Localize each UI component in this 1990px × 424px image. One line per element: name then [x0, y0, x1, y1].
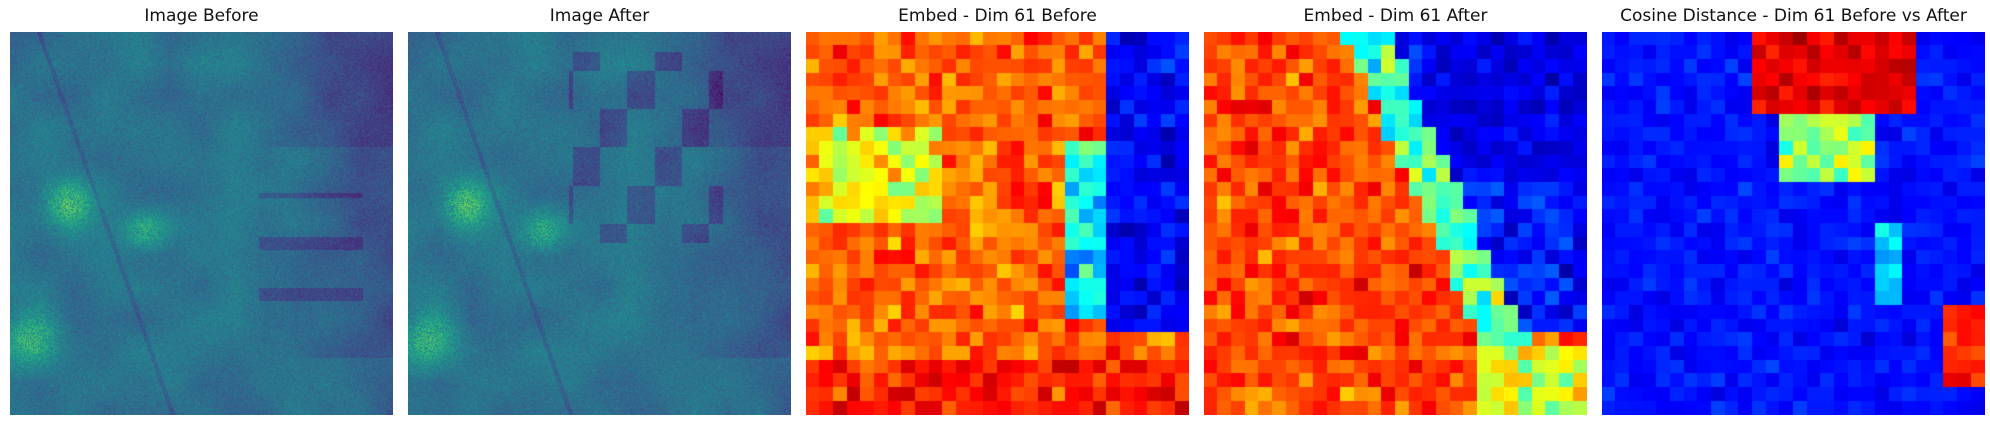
- panel-title-embed-after: Embed - Dim 61 After: [1303, 6, 1488, 26]
- image-before-canvas: [10, 32, 393, 415]
- panel-title-embed-before: Embed - Dim 61 Before: [898, 6, 1097, 26]
- panel-embed-after: Embed - Dim 61 After: [1204, 0, 1587, 424]
- panel-image-before: Image Before: [10, 0, 393, 424]
- panel-title-cosine-distance: Cosine Distance - Dim 61 Before vs After: [1620, 6, 1967, 26]
- image-after-canvas: [408, 32, 791, 415]
- embed-after-heatmap: [1204, 32, 1587, 415]
- cosine-distance-heatmap: [1602, 32, 1985, 415]
- embed-before-heatmap: [806, 32, 1189, 415]
- panel-cosine-distance: Cosine Distance - Dim 61 Before vs After: [1602, 0, 1985, 424]
- panel-title-image-before: Image Before: [144, 6, 259, 26]
- panel-embed-before: Embed - Dim 61 Before: [806, 0, 1189, 424]
- panel-title-image-after: Image After: [549, 6, 650, 26]
- panel-image-after: Image After: [408, 0, 791, 424]
